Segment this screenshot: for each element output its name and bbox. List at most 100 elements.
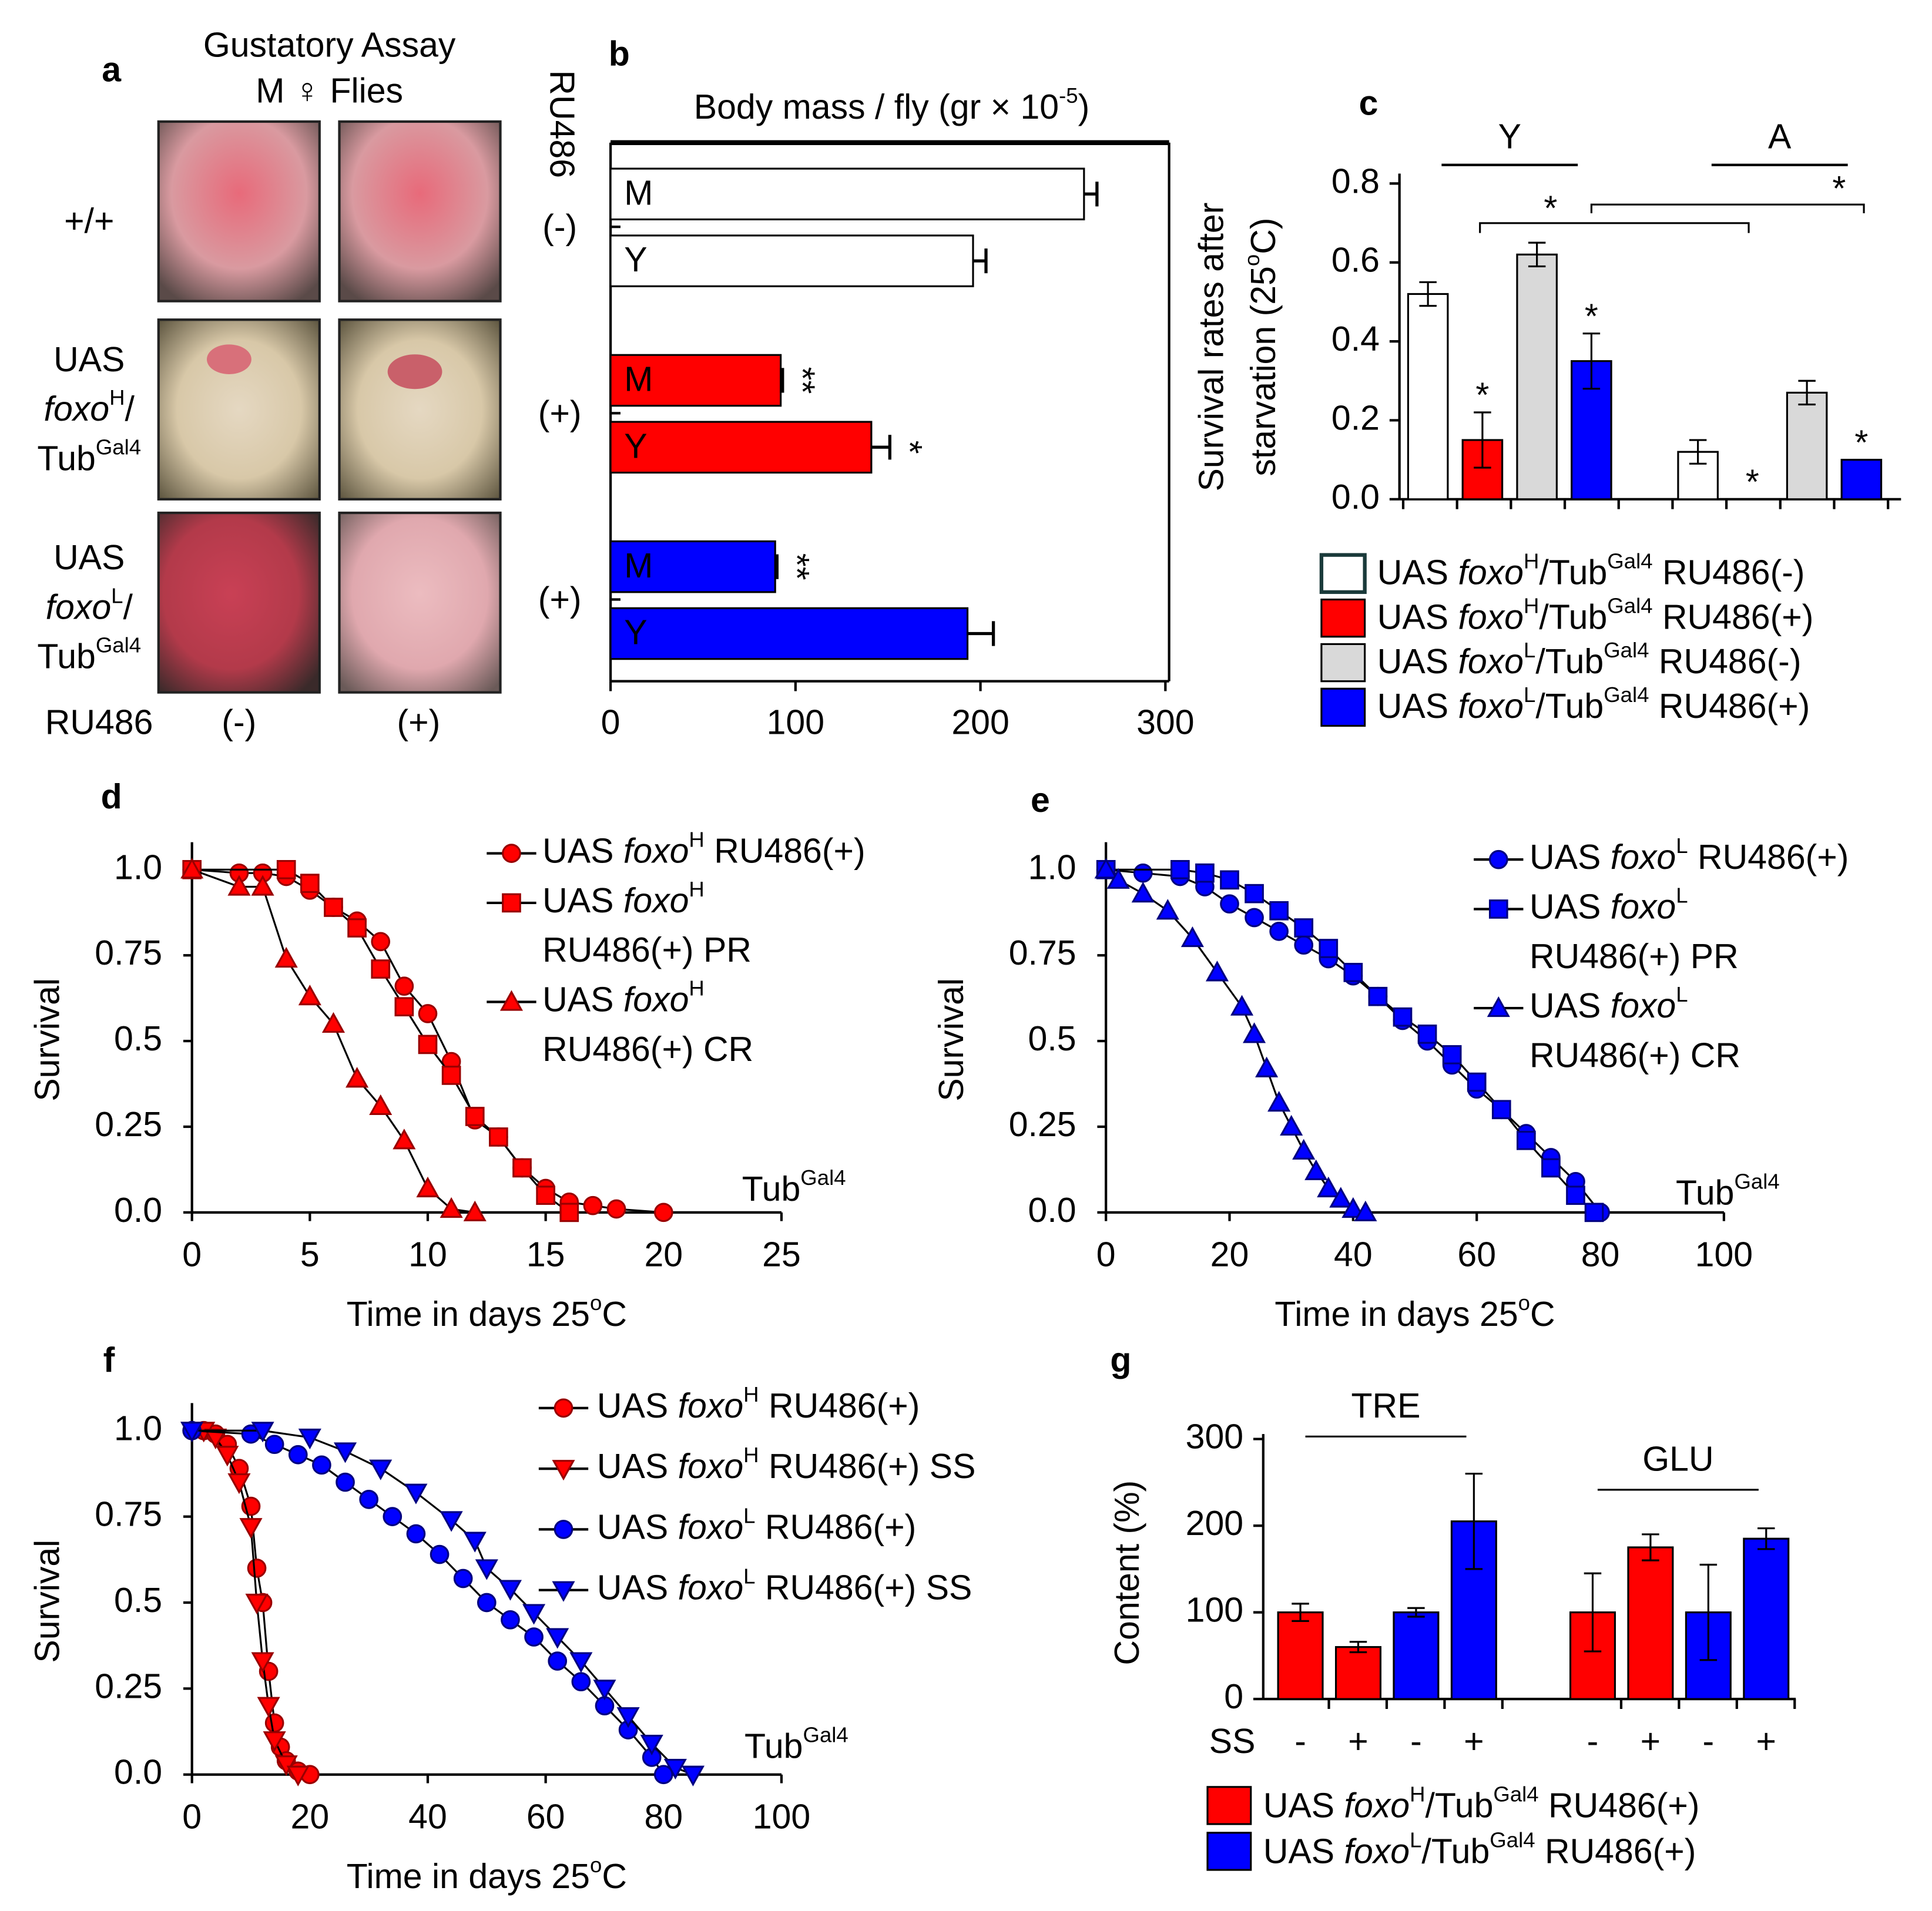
marker <box>1343 963 1363 982</box>
bar <box>1743 1537 1790 1700</box>
bar <box>609 167 1085 221</box>
marker <box>1467 1072 1487 1092</box>
significance: ** <box>777 553 816 580</box>
y-tick-label: 0.75 <box>1009 933 1076 972</box>
x-axis-label: Time in days 25oC <box>347 1291 627 1333</box>
marker <box>383 1507 402 1526</box>
marker <box>1243 1022 1266 1043</box>
marker <box>1393 1007 1413 1027</box>
legend-marker <box>552 1581 575 1602</box>
marker <box>227 875 251 896</box>
marker <box>298 985 321 1006</box>
marker <box>359 1490 379 1509</box>
error-bar <box>1084 182 1099 207</box>
marker <box>239 1518 263 1539</box>
marker <box>489 1127 508 1147</box>
marker <box>180 858 204 879</box>
bar <box>609 354 782 407</box>
legend-label: UAS foxoL <box>1530 884 1688 926</box>
marker <box>1280 1114 1303 1136</box>
marker <box>465 1107 485 1126</box>
error-bar <box>1584 1572 1602 1653</box>
marker <box>1170 859 1190 879</box>
x-tick-label: + <box>1756 1722 1776 1761</box>
legend-label: UAS foxoH/TubGal4 RU486(+) <box>1263 1782 1700 1825</box>
marker <box>477 1593 497 1613</box>
marker <box>616 1707 640 1728</box>
legend-marker <box>499 990 524 1011</box>
marker <box>404 1483 428 1504</box>
group-label: GLU <box>1642 1439 1713 1478</box>
marker <box>663 1758 687 1780</box>
marker <box>1220 870 1239 890</box>
marker <box>1541 1158 1561 1178</box>
y-tick-label: 0.5 <box>1028 1019 1076 1058</box>
marker <box>524 1627 544 1647</box>
marker <box>583 1195 603 1215</box>
group-label: A <box>1768 117 1792 156</box>
marker <box>463 1200 487 1221</box>
marker <box>276 859 296 879</box>
x-tick-label: - <box>1410 1722 1422 1761</box>
y-tick-label: 0.5 <box>114 1019 162 1058</box>
x-tick-label: - <box>1294 1722 1306 1761</box>
marker <box>257 1697 280 1718</box>
marker <box>247 1559 267 1578</box>
significance: * <box>1585 297 1598 335</box>
legend-label: RU486(+) CR <box>1530 1036 1740 1074</box>
marker <box>274 1755 298 1776</box>
legend-label: UAS foxoL RU486(+) <box>597 1504 916 1546</box>
error-bar <box>1349 1641 1367 1654</box>
x-tick-label: 0 <box>182 1797 202 1836</box>
x-tick-label: 80 <box>644 1797 683 1836</box>
marker <box>1106 868 1130 889</box>
marker <box>418 1035 438 1054</box>
bar <box>1516 253 1558 501</box>
marker <box>1294 935 1314 955</box>
legend-label: UAS foxoL RU486(+) <box>1530 834 1849 876</box>
marker <box>653 1765 673 1785</box>
x-tick-label: 25 <box>762 1235 801 1274</box>
panel-letter: b <box>609 34 630 73</box>
bar-label: M <box>624 360 653 398</box>
marker <box>1417 1025 1437 1044</box>
marker <box>498 1580 522 1601</box>
significance: * <box>890 441 929 454</box>
marker <box>1094 858 1118 879</box>
marker <box>286 1765 310 1786</box>
marker <box>475 1559 498 1580</box>
marker <box>1304 1159 1328 1180</box>
panel-letter: c <box>1359 83 1378 122</box>
photo <box>338 318 502 501</box>
marker <box>440 1197 463 1218</box>
marker <box>245 1593 269 1615</box>
x-tick-label: 0 <box>601 703 620 741</box>
y-tick-label: 0.0 <box>1331 477 1380 516</box>
marker <box>300 874 320 894</box>
y-tick-label: 0.25 <box>95 1105 162 1144</box>
marker <box>264 1435 284 1455</box>
row-label: UAS <box>53 538 125 577</box>
bar <box>1461 439 1504 501</box>
y-tick-label: 100 <box>1186 1590 1243 1629</box>
x-tick-label: 60 <box>1457 1235 1496 1274</box>
marker <box>1566 1185 1585 1205</box>
marker <box>640 1734 663 1756</box>
y-axis-label: Survival <box>932 978 971 1101</box>
marker <box>653 1203 673 1222</box>
legend-label: UAS foxoL <box>1530 982 1688 1025</box>
legend-marker <box>502 893 521 913</box>
legend-marker <box>552 1460 575 1481</box>
photo <box>157 120 321 303</box>
error-bar <box>972 248 988 274</box>
column-label: (-) <box>222 703 256 741</box>
marker <box>274 946 298 968</box>
y-tick-label: 1.0 <box>1028 848 1076 886</box>
marker <box>1180 926 1204 948</box>
bar-label: M <box>624 546 653 585</box>
y-tick-label: 0.0 <box>114 1190 162 1229</box>
bar-label: Y <box>624 240 647 279</box>
legend-swatch <box>1320 687 1366 727</box>
bar-label: Y <box>624 426 647 465</box>
annotation: TubGal4 <box>744 1723 848 1765</box>
